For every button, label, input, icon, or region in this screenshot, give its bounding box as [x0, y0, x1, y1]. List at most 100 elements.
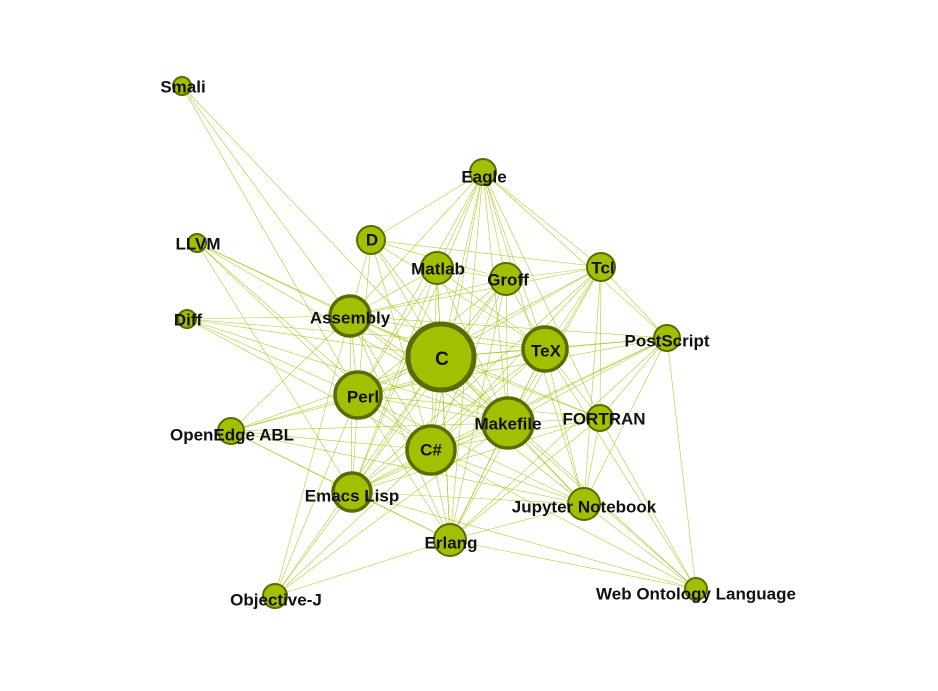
- edge-tex-owl: [544, 348, 697, 590]
- node-label-perl: Perl: [347, 387, 379, 406]
- edge-layer: [181, 85, 697, 597]
- node-smali[interactable]: [172, 76, 192, 96]
- edge-postscript-erlang: [449, 337, 668, 541]
- node-makefile[interactable]: [481, 396, 535, 450]
- edge-perl-fortran: [357, 394, 601, 419]
- edge-jupyter-owl: [583, 503, 697, 590]
- node-label-openedge: OpenEdge ABL: [170, 425, 294, 444]
- edge-smali-perl: [181, 85, 359, 396]
- node-c[interactable]: [405, 321, 477, 393]
- edge-eagle-fortran: [482, 171, 601, 419]
- node-owl[interactable]: [684, 577, 708, 601]
- edge-fortran-owl: [599, 417, 697, 590]
- edge-postscript-jupyter: [583, 337, 668, 505]
- node-label-owl: Web Ontology Language: [596, 584, 796, 603]
- node-fortran[interactable]: [586, 404, 614, 432]
- edge-tcl-emacs: [351, 266, 602, 493]
- label-layer: Smali Eagle LLVM D Matlab Groff Tcl Diff Assembl…: [160, 77, 796, 609]
- edge-openedge-makefile: [230, 422, 509, 432]
- node-csharp[interactable]: [405, 424, 457, 476]
- edge-jupyter-erlang: [449, 503, 585, 541]
- node-label-diff: Diff: [174, 310, 203, 329]
- node-label-groff: Groff: [487, 270, 529, 289]
- edge-llvm-perl: [196, 242, 359, 396]
- edge-assembly-postscript: [349, 315, 668, 339]
- node-emacs[interactable]: [331, 471, 373, 513]
- edge-fortran-erlang: [449, 417, 601, 541]
- node-tcl[interactable]: [586, 252, 616, 282]
- edge-diff-c: [186, 318, 442, 358]
- edge-csharp-objj: [274, 449, 432, 597]
- edge-smali-c: [181, 85, 442, 358]
- edge-perl-objj: [274, 394, 359, 597]
- node-postscript[interactable]: [653, 324, 681, 352]
- edge-emacs-owl: [351, 491, 697, 590]
- node-openedge[interactable]: [217, 417, 245, 445]
- node-label-tex: TeX: [531, 341, 562, 360]
- edge-diff-csharp: [186, 318, 432, 451]
- edge-postscript-fortran: [599, 337, 668, 419]
- edge-tex-openedge: [230, 348, 546, 432]
- edge-csharp-owl: [430, 449, 697, 590]
- edge-tcl-assembly: [349, 266, 602, 317]
- edge-tcl-jupyter: [583, 266, 602, 505]
- edge-matlab-perl: [357, 267, 438, 396]
- node-eagle[interactable]: [469, 158, 497, 186]
- node-matlab[interactable]: [420, 251, 454, 285]
- node-label-objj: Objective-J: [230, 590, 322, 609]
- node-d[interactable]: [356, 225, 386, 255]
- edge-erlang-owl: [449, 539, 697, 590]
- node-tex[interactable]: [521, 325, 569, 373]
- edge-llvm-c: [196, 242, 442, 358]
- node-label-csharp: C#: [420, 440, 442, 459]
- node-erlang[interactable]: [433, 523, 467, 557]
- edge-makefile-objj: [274, 422, 509, 597]
- node-assembly[interactable]: [328, 294, 372, 338]
- edge-groff-assembly: [349, 278, 507, 317]
- edge-c-owl: [440, 356, 697, 590]
- edge-tcl-fortran: [599, 266, 602, 419]
- node-label-smali: Smali: [160, 77, 205, 96]
- edge-diff-assembly: [186, 315, 351, 320]
- edge-d-tcl: [370, 239, 602, 268]
- edge-erlang-objj: [274, 539, 451, 597]
- node-label-matlab: Matlab: [411, 259, 465, 278]
- node-label-llvm: LLVM: [175, 234, 220, 253]
- edge-d-csharp: [370, 239, 432, 451]
- edge-emacs-objj: [274, 491, 353, 597]
- edge-eagle-perl: [357, 171, 484, 396]
- edge-openedge-csharp: [230, 430, 432, 451]
- node-llvm[interactable]: [187, 233, 207, 253]
- node-jupyter[interactable]: [567, 487, 601, 521]
- edge-postscript-perl: [357, 337, 668, 396]
- edge-llvm-csharp: [196, 242, 432, 451]
- node-groff[interactable]: [489, 262, 523, 296]
- node-label-c: C: [435, 349, 449, 370]
- edge-eagle-matlab: [436, 171, 484, 269]
- node-diff[interactable]: [177, 309, 197, 329]
- edge-eagle-postscript: [482, 171, 668, 339]
- node-label-d: D: [366, 230, 378, 249]
- node-layer: [172, 76, 708, 609]
- node-objj[interactable]: [262, 583, 288, 609]
- node-perl[interactable]: [333, 370, 383, 420]
- edge-matlab-emacs: [351, 267, 438, 493]
- edge-emacs-jupyter: [351, 491, 585, 505]
- edge-eagle-tcl: [482, 171, 602, 268]
- edge-assembly-erlang: [349, 315, 451, 541]
- edge-smali-assembly: [181, 85, 351, 317]
- edge-postscript-csharp: [430, 337, 668, 451]
- edge-perl-erlang: [357, 394, 451, 541]
- edge-groff-erlang: [449, 278, 507, 541]
- node-label-emacs: Emacs Lisp: [305, 486, 400, 505]
- node-label-assembly: Assembly: [310, 308, 391, 327]
- edge-fortran-emacs: [351, 417, 601, 493]
- edge-tex-emacs: [351, 348, 546, 493]
- node-label-fortran: FORTRAN: [562, 409, 645, 428]
- edge-eagle-groff: [482, 171, 507, 280]
- edge-diff-perl: [186, 318, 359, 396]
- edge-tcl-postscript: [600, 266, 668, 339]
- edge-eagle-d: [370, 171, 484, 241]
